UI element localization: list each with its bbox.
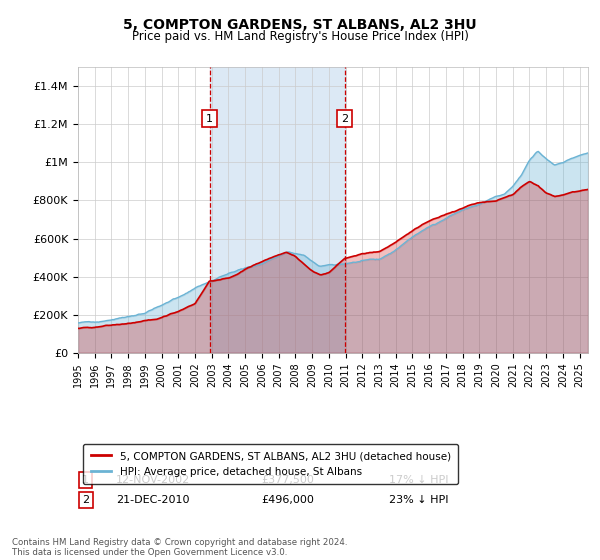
Text: 2: 2 — [82, 495, 89, 505]
Text: 21-DEC-2010: 21-DEC-2010 — [116, 495, 190, 505]
Text: Price paid vs. HM Land Registry's House Price Index (HPI): Price paid vs. HM Land Registry's House … — [131, 30, 469, 43]
Bar — [209, 67, 345, 353]
Text: £496,000: £496,000 — [262, 495, 314, 505]
Text: £377,500: £377,500 — [262, 475, 314, 485]
Text: 1: 1 — [82, 475, 89, 485]
Text: 1: 1 — [206, 114, 213, 124]
Text: Contains HM Land Registry data © Crown copyright and database right 2024.
This d: Contains HM Land Registry data © Crown c… — [12, 538, 347, 557]
Text: 23% ↓ HPI: 23% ↓ HPI — [389, 495, 449, 505]
Text: 17% ↓ HPI: 17% ↓ HPI — [389, 475, 449, 485]
Legend: 5, COMPTON GARDENS, ST ALBANS, AL2 3HU (detached house), HPI: Average price, det: 5, COMPTON GARDENS, ST ALBANS, AL2 3HU (… — [83, 444, 458, 484]
Text: 12-NOV-2002: 12-NOV-2002 — [116, 475, 191, 485]
Text: 5, COMPTON GARDENS, ST ALBANS, AL2 3HU: 5, COMPTON GARDENS, ST ALBANS, AL2 3HU — [123, 18, 477, 32]
Text: 2: 2 — [341, 114, 349, 124]
